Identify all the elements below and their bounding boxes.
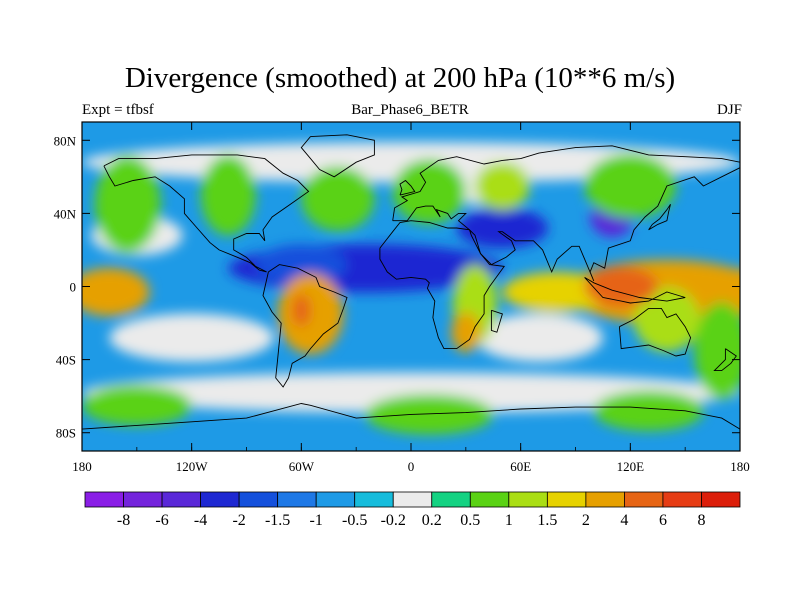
southpac-green [694, 302, 749, 399]
antarctic-green-1 [82, 385, 192, 425]
x-tick-label: 60E [510, 459, 531, 474]
north-america-green [201, 155, 256, 235]
map-canvas: 180 120W 60W 0 60E 120E 180 80N 40N 0 40S 80S -8 -6… [0, 0, 800, 600]
colorbar-label: 2 [582, 512, 590, 529]
y-tick-label: 80N [54, 133, 77, 148]
asia-green [585, 154, 676, 218]
x-tick-label: 120W [176, 459, 209, 474]
colorbar-swatch [509, 492, 548, 507]
colorbar-label: 8 [697, 512, 705, 529]
colorbar-swatch [663, 492, 702, 507]
europe-green [393, 159, 466, 223]
north-atlantic-green [301, 167, 374, 231]
south-africa-core [451, 312, 480, 352]
colorbar-label: -6 [155, 512, 168, 529]
colorbar-swatch [624, 492, 663, 507]
colorbar-swatch [162, 492, 201, 507]
colorbar-swatch [124, 492, 163, 507]
antarctic-green-2 [365, 394, 493, 434]
colorbar-label: -0.5 [342, 512, 367, 529]
figure: Divergence (smoothed) at 200 hPa (10**6 … [0, 0, 800, 600]
colorbar-swatch [316, 492, 355, 507]
siberia-yellow [475, 162, 530, 210]
y-tick-label: 0 [70, 280, 77, 295]
y-tick-label: 40N [54, 206, 77, 221]
colorbar-label: 1 [505, 512, 513, 529]
y-tick-label: 80S [56, 426, 76, 441]
colorbar-swatch [701, 492, 740, 507]
white-lobe-southpac [109, 314, 274, 362]
colorbar-swatch [239, 492, 278, 507]
colorbar-swatch [278, 492, 317, 507]
colorbar-label: 0.2 [422, 512, 442, 529]
colorbar-label: -0.2 [381, 512, 406, 529]
colorbar-label: 6 [659, 512, 667, 529]
colorbar-swatch [355, 492, 394, 507]
x-tick-label: 60W [289, 459, 315, 474]
colorbar-label: -1 [310, 512, 323, 529]
indo-orange [585, 266, 658, 306]
colorbar-swatch [470, 492, 509, 507]
colorbar-label: 0.5 [460, 512, 480, 529]
colorbar-label: -4 [194, 512, 207, 529]
y-tick-label: 40S [56, 353, 76, 368]
colorbar-swatch [547, 492, 586, 507]
x-tick-label: 180 [72, 459, 92, 474]
colorbar-label: 4 [620, 512, 628, 529]
colorbar-swatch [85, 492, 124, 507]
colorbar-swatch [201, 492, 240, 507]
x-tick-label: 120E [617, 459, 645, 474]
colorbar-swatch [432, 492, 471, 507]
colorbar-label: -1.5 [265, 512, 290, 529]
divergence-field [69, 122, 767, 451]
south-america-div [278, 274, 344, 354]
pacific-div-west [69, 268, 149, 316]
colorbar-label: -2 [232, 512, 245, 529]
south-america-core [292, 294, 310, 326]
colorbar-label: 1.5 [537, 512, 557, 529]
x-tick-label: 0 [408, 459, 415, 474]
colorbar-label: -8 [117, 512, 130, 529]
north-pac-green [95, 156, 161, 253]
x-tick-label: 180 [730, 459, 750, 474]
colorbar-swatch [393, 492, 432, 507]
colorbar: -8 -6 -4 -2 -1.5 -1 -0.5 -0.2 0.2 0.5 1 1.5 2 4 6 8 [85, 492, 740, 529]
colorbar-swatch [586, 492, 625, 507]
